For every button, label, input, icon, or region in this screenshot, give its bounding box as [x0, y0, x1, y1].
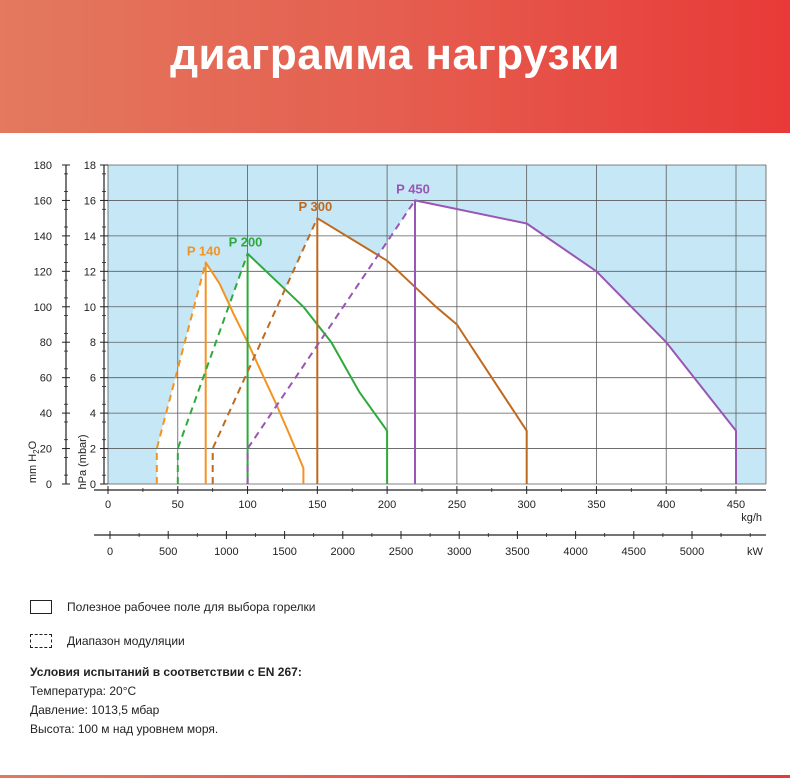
hpa-axis-tick-label: 18 — [84, 160, 96, 172]
hpa-axis-title: hPa (mbar) — [77, 434, 89, 489]
kw-axis-tick-label: 1500 — [272, 546, 296, 558]
page-title: диаграмма нагрузки — [170, 30, 620, 79]
kgh-axis-tick-label: 400 — [657, 499, 675, 511]
mm-axis-tick-label: 100 — [34, 302, 52, 314]
legend-modulation-label: Диапазон модуляции — [67, 634, 185, 648]
mm-axis-tick-label: 40 — [40, 408, 52, 420]
kgh-axis-label: kg/h — [741, 512, 762, 524]
temperature-note: Температура: 20°C — [30, 684, 137, 698]
series-label-p-140: P 140 — [187, 243, 221, 258]
hpa-axis-tick-label: 4 — [90, 408, 96, 420]
mm-axis-tick-label: 0 — [46, 479, 52, 491]
kw-axis-tick-label: 4000 — [563, 546, 587, 558]
legend-solid-swatch — [30, 600, 52, 614]
mm-axis-tick-label: 120 — [34, 266, 52, 278]
kgh-axis-tick-label: 450 — [727, 499, 745, 511]
mm-axis-tick-label: 20 — [40, 444, 52, 456]
kw-axis-tick-label: 500 — [159, 546, 177, 558]
test-conditions: Условия испытаний в соответствии с EN 26… — [30, 663, 302, 739]
kw-axis-tick-label: 5000 — [680, 546, 704, 558]
mm-axis-title: mm H2O — [27, 440, 41, 483]
hpa-axis-tick-label: 2 — [90, 444, 96, 456]
hpa-axis-tick-label: 0 — [90, 479, 96, 491]
legend-working-field-label: Полезное рабочее поле для выбора горелки — [67, 600, 316, 614]
mm-axis-tick-label: 140 — [34, 231, 52, 243]
hpa-axis-tick-label: 12 — [84, 266, 96, 278]
kgh-axis-tick-label: 350 — [587, 499, 605, 511]
kw-axis-tick-label: 2500 — [389, 546, 413, 558]
kgh-axis-tick-label: 100 — [238, 499, 256, 511]
hpa-axis-tick-label: 16 — [84, 195, 96, 207]
kw-axis-tick-label: 4500 — [622, 546, 646, 558]
kw-axis-label: kW — [747, 546, 764, 558]
working-field-line-p-300 — [316, 217, 528, 484]
hpa-axis-tick-label: 8 — [90, 337, 96, 349]
hpa-axis-tick-label: 6 — [90, 373, 96, 385]
kgh-axis-tick-label: 300 — [517, 499, 535, 511]
mm-axis-tick-label: 60 — [40, 373, 52, 385]
working-field-line-p-450 — [414, 199, 737, 484]
series-label-p-450: P 450 — [396, 181, 430, 196]
kw-axis-tick-label: 2000 — [331, 546, 355, 558]
mm-axis-tick-label: 180 — [34, 160, 52, 172]
header-banner: диаграмма нагрузки — [0, 0, 790, 133]
kw-axis-tick-label: 3000 — [447, 546, 471, 558]
pressure-note: Давление: 1013,5 мбар — [30, 703, 160, 717]
modulation-line-p-300 — [211, 217, 319, 484]
kgh-axis-tick-label: 250 — [448, 499, 466, 511]
kgh-axis-tick-label: 150 — [308, 499, 326, 511]
modulation-line-p-450 — [246, 199, 416, 484]
series-label-p-200: P 200 — [229, 235, 263, 250]
hpa-axis-tick-label: 10 — [84, 302, 96, 314]
mm-axis-tick-label: 160 — [34, 195, 52, 207]
hpa-axis-tick-label: 14 — [84, 231, 96, 243]
altitude-note: Высота: 100 м над уровнем моря. — [30, 722, 219, 736]
series-label-p-300: P 300 — [298, 199, 332, 214]
modulation-line-p-200 — [176, 253, 249, 484]
test-conditions-heading: Условия испытаний в соответствии с EN 26… — [30, 665, 302, 679]
bottom-accent-line — [0, 775, 790, 778]
kw-axis-tick-label: 3500 — [505, 546, 529, 558]
kgh-axis-tick-label: 200 — [378, 499, 396, 511]
kw-axis-tick-label: 1000 — [214, 546, 238, 558]
kgh-axis-tick-label: 50 — [172, 499, 184, 511]
legend-dashed-swatch — [30, 634, 52, 648]
mm-axis-tick-label: 80 — [40, 337, 52, 349]
kw-axis-tick-label: 0 — [107, 546, 113, 558]
kgh-axis-tick-label: 0 — [105, 499, 111, 511]
